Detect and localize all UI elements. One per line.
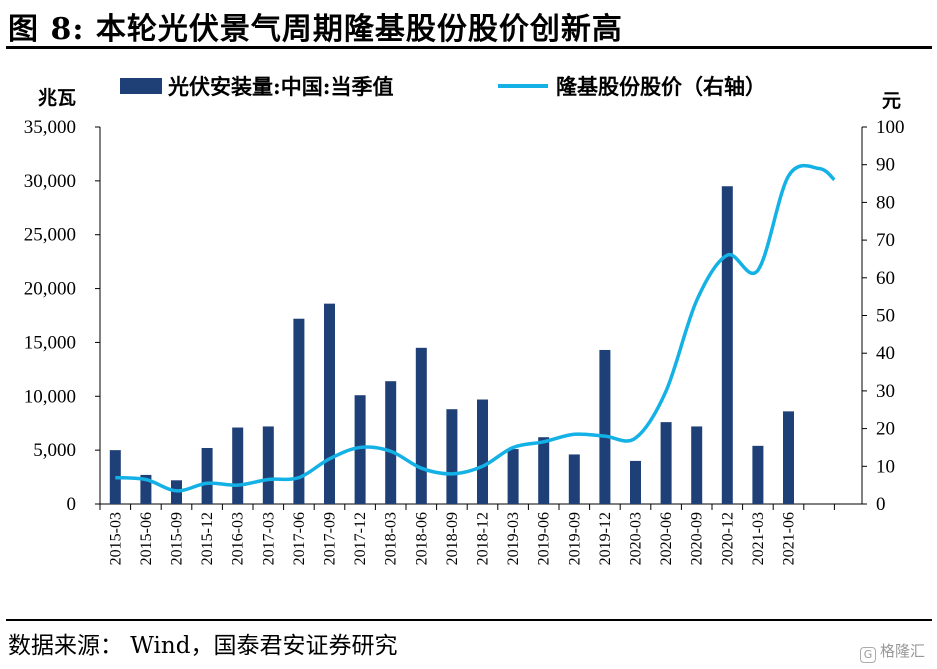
bar-2020-03: [630, 460, 641, 504]
bar-2018-12: [477, 399, 488, 504]
right-axis-unit: 元: [882, 90, 901, 112]
x-tick-label: 2016-03: [230, 512, 247, 565]
x-tick-label: 2018-12: [475, 512, 492, 565]
right-tick-label: 70: [876, 230, 895, 251]
left-tick-label: 20,000: [24, 279, 76, 300]
bar-2021-03: [752, 445, 764, 504]
bar-2015-06: [140, 474, 152, 504]
x-tick-label: 2019-09: [566, 512, 583, 565]
bar-2015-03: [109, 450, 121, 504]
x-tick-label: 2020-06: [658, 512, 675, 565]
x-tick-label: 2015-03: [107, 512, 124, 565]
right-tick-label: 20: [876, 419, 895, 440]
left-tick-label: 25,000: [24, 225, 76, 246]
x-tick-label: 2019-03: [505, 512, 522, 565]
bar-2016-03: [232, 427, 244, 504]
source-divider: [6, 619, 932, 621]
x-tick-label: 2021-06: [781, 512, 798, 565]
x-tick-label: 2018-06: [413, 512, 430, 565]
x-tick-label: 2017-09: [322, 512, 339, 565]
bar-2018-09: [446, 409, 458, 504]
x-tick-label: 2017-03: [260, 512, 277, 565]
title-underline: [6, 46, 932, 49]
legend-bar-label: 光伏安装量:中国:当季值: [167, 74, 394, 99]
stock-price-line: [115, 163, 836, 493]
bar-2020-06: [660, 422, 672, 504]
x-tick-label: 2020-09: [689, 512, 706, 565]
bar-2019-03: [507, 449, 519, 504]
right-tick-label: 90: [876, 155, 895, 176]
x-tick-label: 2019-12: [597, 512, 614, 565]
left-axis-unit: 兆瓦: [38, 87, 76, 109]
watermark-logo-icon: G: [859, 647, 876, 663]
bar-2021-06: [783, 411, 794, 504]
chart: 0 5,000 10,000 15,000 20,000 25,000 30,000 35,0…: [24, 74, 905, 565]
bar-2017-12: [354, 395, 366, 504]
bar-2018-03: [385, 381, 397, 504]
x-tick-label: 2018-03: [383, 512, 400, 565]
bar-2020-12: [721, 186, 733, 504]
x-tick-label: 2017-12: [352, 512, 369, 565]
left-tick-label: 10,000: [24, 386, 76, 407]
x-tick-label: 2020-03: [628, 512, 645, 565]
x-tick-label: 2015-12: [199, 512, 216, 565]
bar-2018-06: [415, 347, 427, 504]
left-tick-label: 0: [67, 494, 77, 515]
bar-2015-12: [201, 447, 213, 504]
bar-2017-09: [324, 303, 335, 504]
right-tick-label: 80: [876, 192, 895, 213]
bar-2019-09: [568, 454, 580, 504]
x-tick-label: 2017-06: [291, 512, 308, 565]
bar-2020-09: [691, 426, 703, 504]
left-tick-label: 35,000: [24, 117, 76, 138]
x-tick-label: 2018-09: [444, 512, 461, 565]
x-tick-label: 2015-06: [138, 512, 155, 565]
left-tick-label: 5,000: [33, 440, 76, 461]
legend-bar-swatch: [120, 78, 162, 94]
bar-2019-06: [538, 437, 550, 504]
x-tick-label: 2015-09: [169, 512, 186, 565]
right-tick-label: 0: [876, 494, 886, 515]
legend-line-label: 隆基股份股价（右轴）: [556, 74, 766, 99]
left-tick-label: 30,000: [24, 171, 76, 192]
left-tick-label: 15,000: [24, 332, 76, 353]
x-tick-label: 2021-03: [750, 512, 767, 565]
watermark-text: 格隆汇: [879, 642, 925, 660]
bar-2017-06: [293, 318, 305, 504]
right-tick-label: 10: [876, 456, 895, 477]
page-title: 图 8: 本轮光伏景气周期隆基股份股价创新高: [8, 12, 623, 47]
watermark: G 格隆汇: [859, 640, 925, 663]
bar-2017-03: [262, 426, 274, 504]
source-note: 数据来源： Wind，国泰君安证券研究: [8, 633, 398, 659]
x-tick-label: 2020-12: [719, 512, 736, 565]
right-tick-label: 40: [876, 343, 895, 364]
right-tick-label: 30: [876, 381, 895, 402]
right-tick-label: 60: [876, 268, 895, 289]
x-tick-label: 2019-06: [536, 512, 553, 565]
right-tick-label: 100: [876, 117, 905, 138]
right-tick-label: 50: [876, 306, 895, 327]
bar-2019-12: [599, 349, 611, 504]
